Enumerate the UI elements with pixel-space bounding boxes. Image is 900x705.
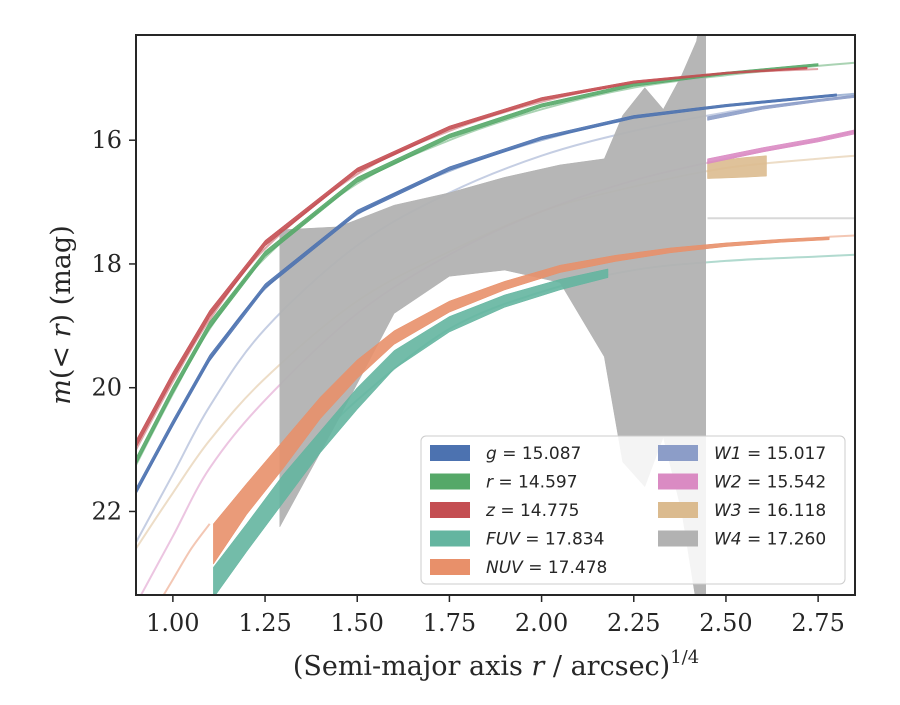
legend-band-name: W2	[714, 473, 742, 493]
legend-label-z: z = 14.775	[485, 501, 579, 521]
legend-total-mag: = 16.118	[742, 501, 827, 521]
legend-total-mag: = 17.260	[742, 530, 827, 550]
legend-swatch-W1	[658, 445, 698, 461]
x-tick-label: 2.75	[791, 609, 844, 637]
y-axis-title-r: r	[46, 322, 77, 337]
series-NUV-model-curve-2	[829, 234, 855, 238]
legend-band-name: g	[486, 444, 497, 464]
legend-band-name: z	[485, 501, 496, 521]
axes-frame	[135, 34, 856, 596]
legend-box	[420, 435, 846, 585]
series-FUV-profile-band	[213, 268, 609, 595]
x-axis-title-tail: / arcsec)	[544, 651, 670, 682]
series-W3-profile-band	[707, 155, 767, 179]
x-axis-title-exponent: 1/4	[670, 647, 699, 668]
legend-swatch-r	[430, 473, 470, 490]
legend-band-name: W3	[714, 501, 742, 521]
legend-band-name: W1	[714, 444, 742, 464]
x-tick-label: 1.00	[146, 609, 199, 637]
legend-swatch-W2	[658, 473, 698, 490]
series-W1-profile-band	[707, 94, 855, 121]
axis-ticks: 1.00 1.25 1.50 1.75 2.00 2.25 2.50 2.75 16 18 20 22	[91, 126, 844, 637]
legend-total-mag: = 15.017	[742, 444, 827, 464]
legend-label-r: r = 14.597	[486, 473, 578, 493]
series-W2-profile-band	[707, 129, 855, 165]
y-axis-title-paren-open: (	[46, 369, 77, 380]
legend-total-mag: = 14.775	[495, 501, 580, 521]
x-axis-title-var: r	[531, 651, 546, 682]
legend-band-name: r	[486, 473, 494, 493]
legend-label-W2: W2 = 15.542	[714, 473, 826, 493]
series-W4-profile-band	[279, 35, 706, 595]
legend-label-NUV: NUV = 17.478	[486, 558, 607, 578]
y-tick-label: 20	[91, 374, 122, 402]
legend-total-mag: = 17.834	[520, 530, 605, 550]
x-axis-title-main: (Semi-major axis	[293, 651, 532, 682]
plot-area	[136, 35, 855, 595]
legend-swatch-W4	[658, 530, 698, 547]
legend-band-name: NUV	[486, 558, 524, 578]
legend-swatch-z	[430, 502, 470, 518]
y-axis-title-m: m	[46, 379, 77, 405]
y-axis-title-unit: (mag)	[46, 225, 77, 314]
series-r-profile-band	[136, 63, 819, 466]
series-NUV-profile-band	[213, 236, 830, 565]
y-tick-label: 22	[91, 497, 122, 525]
legend-band-name: FUV	[486, 530, 521, 550]
legend-swatch-NUV	[430, 559, 470, 575]
series-z-profile-band	[136, 66, 808, 448]
x-tick-label: 2.25	[607, 609, 660, 637]
legend-swatch-W3	[658, 502, 698, 518]
y-axis-title-lt: <	[46, 337, 77, 368]
y-tick-label: 16	[91, 126, 122, 154]
legend-label-g: g = 15.087	[486, 444, 581, 464]
y-axis-title: m(< r) (mag)	[46, 225, 77, 404]
legend-total-mag: = 15.542	[742, 473, 827, 493]
x-tick-label: 1.50	[331, 609, 384, 637]
legend-label-W1: W1 = 15.017	[714, 444, 826, 464]
legend-total-mag: = 15.087	[497, 444, 582, 464]
legend-swatch-FUV	[430, 530, 470, 547]
legend-total-mag: = 17.478	[523, 558, 608, 578]
x-tick-label: 1.25	[238, 609, 291, 637]
x-tick-label: 1.75	[423, 609, 476, 637]
series-NUV-model-curve	[162, 523, 211, 595]
y-tick-label: 18	[91, 250, 122, 278]
x-tick-label: 2.50	[699, 609, 752, 637]
legend-label-FUV: FUV = 17.834	[486, 530, 604, 550]
x-axis-title: (Semi-major axis r / arcsec)1/4	[293, 647, 699, 682]
legend-band-name: W4	[714, 530, 742, 550]
y-axis-title-paren-close: )	[46, 314, 77, 325]
series-g-profile-band	[136, 93, 837, 495]
legend-label-W4: W4 = 17.260	[714, 530, 826, 550]
legend-swatch-g	[430, 445, 470, 461]
x-tick-label: 2.00	[515, 609, 568, 637]
legend-total-mag: = 14.597	[493, 473, 578, 493]
legend-label-W3: W3 = 16.118	[714, 501, 826, 521]
